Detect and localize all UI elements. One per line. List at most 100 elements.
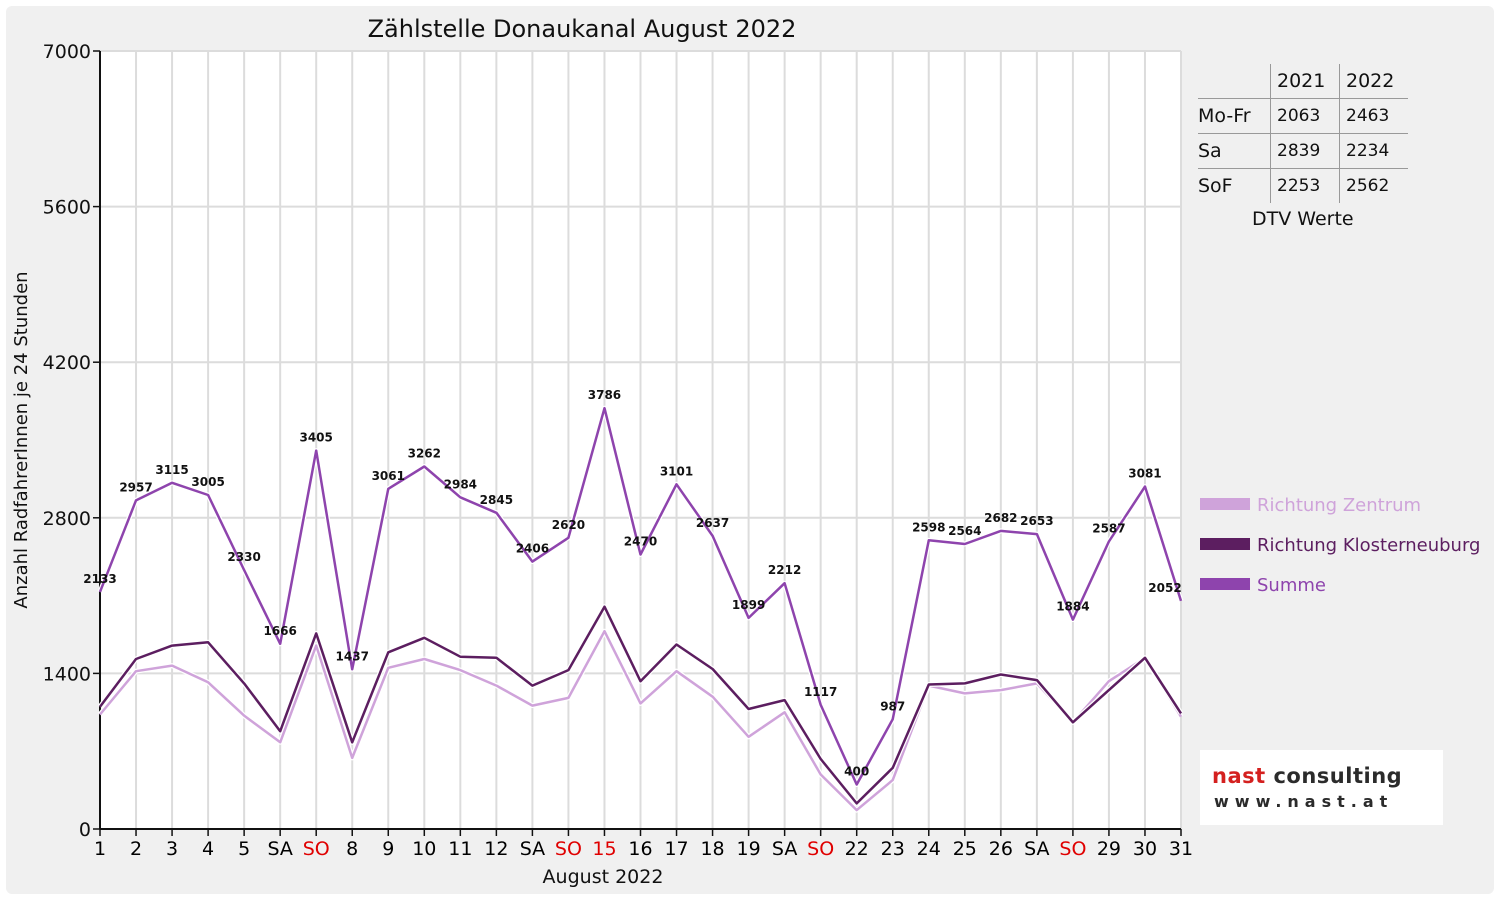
x-tick-label: 16 [628, 838, 652, 860]
x-tick-label: SA [267, 838, 292, 860]
y-tick-label: 0 [79, 819, 91, 841]
data-label: 2957 [119, 480, 152, 494]
legend-swatch [1200, 538, 1250, 550]
data-label: 3405 [299, 431, 332, 445]
x-tick-label: 26 [989, 838, 1013, 860]
data-label: 1899 [732, 598, 765, 612]
x-tick-label: 9 [382, 838, 394, 860]
x-tick-label: SO [807, 838, 834, 860]
x-tick-label: 4 [202, 838, 214, 860]
dtv-cell-2021: 2839 [1270, 133, 1340, 169]
data-label: 2845 [480, 493, 513, 507]
data-label: 2587 [1092, 521, 1125, 535]
data-label: 2598 [912, 520, 945, 534]
dtv-header-row: 2021 2022 [1198, 64, 1408, 99]
chart-title: Zählstelle Donaukanal August 2022 [368, 15, 797, 43]
series-line [99, 605, 1183, 805]
legend-swatch [1200, 498, 1250, 510]
x-tick-label: SA [520, 838, 545, 860]
data-label: 2330 [227, 550, 260, 564]
data-label: 2052 [1148, 581, 1181, 595]
dtv-cell-2022: 2463 [1339, 98, 1408, 134]
dtv-header-2022: 2022 [1339, 64, 1408, 99]
data-label: 2984 [444, 477, 477, 491]
y-tick-label: 4200 [43, 352, 91, 374]
data-label: 3262 [408, 446, 441, 460]
x-tick-label: SO [303, 838, 330, 860]
data-label: 3061 [372, 469, 405, 483]
data-label: 1117 [804, 685, 837, 699]
legend-swatch [1200, 578, 1250, 590]
data-label: 3115 [155, 463, 188, 477]
x-tick-label: SO [1059, 838, 1086, 860]
data-label: 3005 [191, 475, 224, 489]
x-tick-label: 12 [484, 838, 508, 860]
data-label: 1666 [263, 624, 296, 638]
logo-name-accent: nast [1212, 764, 1266, 788]
dtv-cell-2021: 2253 [1270, 168, 1340, 203]
x-tick-label: 1 [94, 838, 106, 860]
dtv-row-label: SoF [1198, 168, 1271, 203]
x-tick-label: 8 [346, 838, 358, 860]
dtv-table: 2021 2022 Mo-Fr 2063 2463 Sa 2839 2234 S… [1198, 64, 1408, 203]
y-tick-label: 1400 [43, 663, 91, 685]
x-tick-label: 25 [953, 838, 977, 860]
logo-url: www.nast.at [1214, 792, 1394, 811]
data-label: 2620 [552, 518, 585, 532]
logo-name: nast consulting [1212, 764, 1402, 788]
data-label: 3101 [660, 464, 693, 478]
dtv-cell-2022: 2234 [1339, 133, 1408, 169]
legend-label: Summe [1257, 575, 1326, 596]
data-label: 3786 [588, 388, 621, 402]
data-label: 987 [880, 699, 905, 713]
x-axis-label: August 2022 [543, 866, 664, 888]
y-tick-label: 2800 [43, 508, 91, 530]
x-tick-label: 3 [166, 838, 178, 860]
y-tick-label: 5600 [43, 197, 91, 219]
x-tick-label: 24 [917, 838, 941, 860]
dtv-caption: DTV Werte [1252, 208, 1354, 230]
data-label: 2406 [516, 542, 549, 556]
x-tick-label: 18 [700, 838, 724, 860]
logo-name-rest: consulting [1265, 764, 1403, 788]
x-tick-label: 17 [664, 838, 688, 860]
dtv-row-sa: Sa 2839 2234 [1198, 133, 1408, 169]
data-label: 2653 [1020, 514, 1053, 528]
x-tick-label: 23 [881, 838, 905, 860]
x-tick-label: 11 [448, 838, 472, 860]
dtv-header-corner [1198, 64, 1271, 99]
dtv-row-mofr: Mo-Fr 2063 2463 [1198, 98, 1408, 134]
series-line [98, 406, 1183, 786]
legend-label: Richtung Klosterneuburg [1257, 535, 1480, 556]
dtv-header-2021: 2021 [1270, 64, 1340, 99]
data-label: 1884 [1056, 600, 1089, 614]
y-axis-label: Anzahl RadfahrerInnen je 24 Stunden [11, 271, 32, 608]
dtv-row-label: Mo-Fr [1198, 98, 1271, 134]
x-tick-label: 29 [1097, 838, 1121, 860]
x-tick-label: 31 [1169, 838, 1193, 860]
x-tick-label: SA [772, 838, 797, 860]
data-label: 3081 [1128, 467, 1161, 481]
data-label: 2212 [768, 563, 801, 577]
x-tick-label: 19 [737, 838, 761, 860]
dtv-row-sof: SoF 2253 2562 [1198, 168, 1408, 203]
x-tick-label: 22 [845, 838, 869, 860]
x-tick-label: 30 [1133, 838, 1157, 860]
y-tick-label: 7000 [43, 41, 91, 63]
x-tick-label: 2 [130, 838, 142, 860]
company-logo: nast consulting www.nast.at [1200, 750, 1443, 825]
dtv-cell-2021: 2063 [1270, 98, 1340, 134]
legend-label: Richtung Zentrum [1257, 495, 1421, 516]
data-label: 2133 [83, 572, 116, 586]
data-label: 2564 [948, 524, 981, 538]
x-tick-label: 10 [412, 838, 436, 860]
dtv-cell-2022: 2562 [1339, 168, 1408, 203]
x-tick-label: 15 [592, 838, 616, 860]
data-label: 2637 [696, 516, 729, 530]
dtv-row-label: Sa [1198, 133, 1271, 169]
x-tick-label: SA [1024, 838, 1049, 860]
data-label: 2682 [984, 511, 1017, 525]
data-label: 2470 [624, 534, 657, 548]
series-line [99, 629, 1183, 812]
